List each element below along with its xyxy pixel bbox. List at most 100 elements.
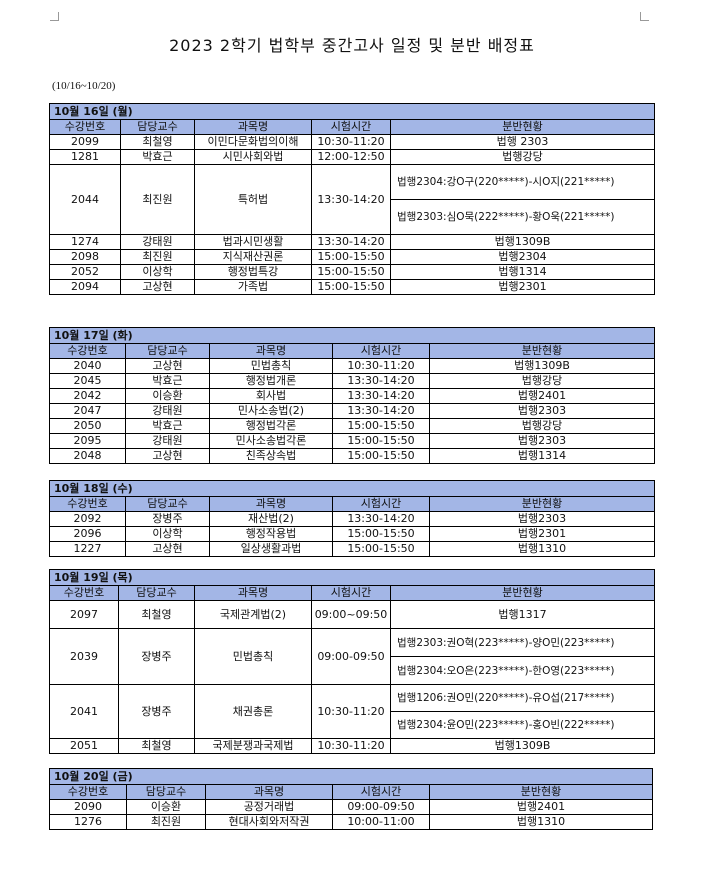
course-id-cell: 2048 [49,448,126,464]
table-row: 1227 고상현 일상생활과법 15:00-15:50 법행1310 [49,541,656,557]
professor-cell: 강태원 [125,433,210,449]
professor-cell: 이상학 [125,526,210,542]
room-cell: 법행2303 [428,433,656,449]
exam-time-cell: 09:00~09:50 [311,600,391,629]
room-cell: 법행1314 [389,264,656,280]
column-header-professor: 담당교수 [126,784,206,800]
column-header-exam-time: 시험시간 [332,343,430,359]
column-header-course-id: 수강번호 [49,784,127,800]
course-id-cell: 2040 [49,358,126,374]
column-header-room: 분반현황 [389,119,656,135]
professor-cell: 최철영 [118,738,195,754]
professor-cell: 고상현 [125,358,210,374]
exam-time-cell: 10:00-11:00 [332,814,430,830]
room-cell: 법행2301 [389,279,656,295]
exam-time-cell: 15:00-15:50 [311,279,391,295]
professor-cell: 박효근 [125,373,210,389]
table-row: 2096 이상학 행정작용법 15:00-15:50 법행2301 [49,526,656,542]
room-cell: 법행1317 [389,600,656,629]
course-name-cell: 재산법(2) [209,511,333,527]
column-header-professor: 담당교수 [118,585,195,601]
professor-cell: 이승환 [125,388,210,404]
table-row: 2040 고상현 민법총칙 10:30-11:20 법행1309B [49,358,656,374]
room-cell: 법행2304:강O구(220*****)-시O지(221*****) [389,164,656,200]
course-id-cell: 2039 [49,628,119,685]
column-header-professor: 담당교수 [125,343,210,359]
professor-cell: 최진원 [120,249,195,265]
column-header-exam-time: 시험시간 [311,585,391,601]
table-row: 2047 강태원 민사소송법(2) 13:30-14:20 법행2303 [49,403,656,419]
exam-table: 10월 20일 (금) 수강번호 담당교수 과목명 시험시간 분반현황 2090 이승환 공정거… [48,768,654,830]
column-header-professor: 담당교수 [125,496,210,512]
column-header-exam-time: 시험시간 [311,119,391,135]
column-header-course-name: 과목명 [194,119,312,135]
table-row: 법행2303:심O묵(222*****)-황O욱(221*****) [50,199,656,235]
column-header-exam-time: 시험시간 [332,784,430,800]
course-id-cell: 1227 [49,541,126,557]
table-row: 2039 장병주 민법총칙 09:00-09:50 법행2303:권O혁(223****… [49,628,656,685]
page-corner-mark [50,12,59,21]
professor-cell: 고상현 [125,541,210,557]
exam-time-cell: 10:30-11:20 [332,358,430,374]
exam-time-cell: 13:30-14:20 [332,403,430,419]
document-title: 2023 2학기 법학부 중간고사 일정 및 분반 배정표 [169,36,535,55]
room-cell: 법행1206:권O민(220*****)-유O섭(217*****) [389,684,656,712]
room-cell: 법행2303 [428,511,656,527]
exam-time-cell: 15:00-15:50 [332,526,430,542]
professor-cell: 장병주 [125,511,210,527]
table-row: 법행2304:오O은(223*****)-한O영(223*****) [50,656,656,685]
column-header-course-name: 과목명 [194,585,312,601]
exam-table: 10월 18일 (수) 수강번호 담당교수 과목명 시험시간 분반현황 2092 장병주 재산법… [48,480,656,557]
course-name-cell: 이민다문화법의이해 [194,134,312,150]
course-name-cell: 현대사회와저작권 [205,814,333,830]
course-name-cell: 회사법 [209,388,333,404]
exam-time-cell: 13:30-14:20 [311,234,391,250]
professor-cell: 박효근 [125,418,210,434]
room-cell: 법행2401 [428,799,654,815]
course-name-cell: 친족상속법 [209,448,333,464]
professor-cell: 이상학 [120,264,195,280]
table-row: 2097 최철영 국제관계법(2) 09:00~09:50 법행1317 [49,600,656,629]
room-cell: 법행2304:윤O민(223*****)-홍O빈(222*****) [389,711,656,739]
column-header-room: 분반현황 [428,784,654,800]
page-corner-mark [640,12,649,21]
room-cell: 법행1309B [389,234,656,250]
exam-time-cell: 15:00-15:50 [332,541,430,557]
column-header-course-id: 수강번호 [49,343,126,359]
exam-time-cell: 15:00-15:50 [332,448,430,464]
exam-time-cell: 15:00-15:50 [311,249,391,265]
course-id-cell: 2041 [49,684,119,739]
table-row: 2050 박효근 행정법각론 15:00-15:50 법행강당 [49,418,656,434]
column-header-course-id: 수강번호 [49,585,119,601]
date-range: (10/16~10/20) [52,80,116,92]
course-name-cell: 민사소송법(2) [209,403,333,419]
course-id-cell: 2090 [49,799,127,815]
exam-table: 10월 19일 (목) 수강번호 담당교수 과목명 시험시간 분반현황 2097 최철영 국제관… [48,569,656,754]
course-id-cell: 2052 [49,264,121,280]
table-row: 2094 고상현 가족법 15:00-15:50 법행2301 [49,279,656,295]
exam-time-cell: 13:30-14:20 [311,164,391,235]
room-cell: 법행2303 [428,403,656,419]
course-id-cell: 2099 [49,134,121,150]
exam-time-cell: 10:30-11:20 [311,684,391,739]
table-row: 2041 장병주 채권총론 10:30-11:20 법행1206:권O민(220****… [49,684,656,739]
course-name-cell: 공정거래법 [205,799,333,815]
course-id-cell: 1276 [49,814,127,830]
table-row: 2099 최철영 이민다문화법의이해 10:30-11:20 법행 2303 [49,134,656,150]
table-row: 2095 강태원 민사소송법각론 15:00-15:50 법행2303 [49,433,656,449]
course-name-cell: 법과시민생활 [194,234,312,250]
table-row: 2090 이승환 공정거래법 09:00-09:50 법행2401 [49,799,654,815]
room-cell: 법행1309B [428,358,656,374]
exam-time-cell: 13:30-14:20 [332,388,430,404]
date-heading: 10월 20일 (금) [48,768,654,785]
room-cell: 법행1310 [428,814,654,830]
professor-cell: 장병주 [118,628,195,685]
column-header-course-name: 과목명 [209,496,333,512]
date-heading: 10월 19일 (목) [48,569,656,586]
table-row: 2051 최철영 국제분쟁과국제법 10:30-11:20 법행1309B [49,738,656,754]
column-header-room: 분반현황 [389,585,656,601]
table-row: 1274 강태원 법과시민생활 13:30-14:20 법행1309B [49,234,656,250]
exam-time-cell: 10:30-11:20 [311,738,391,754]
room-cell: 법행강당 [389,149,656,165]
course-id-cell: 2097 [49,600,119,629]
